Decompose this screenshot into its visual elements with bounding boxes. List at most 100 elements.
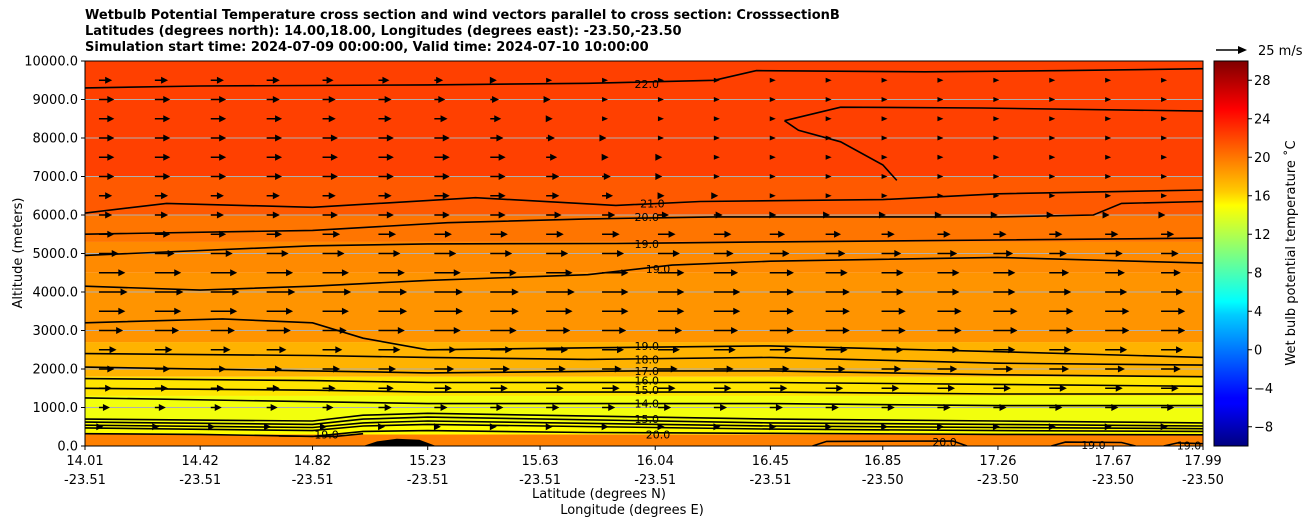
wind-vector <box>210 250 233 257</box>
wind-vector <box>1105 327 1130 334</box>
wind-vector <box>881 250 902 257</box>
wind-vector <box>322 404 334 411</box>
wind-vector <box>154 307 182 315</box>
wind-vector <box>378 96 392 103</box>
wind-vector <box>881 135 888 141</box>
wind-vector <box>546 77 553 83</box>
wind-vector <box>993 346 1016 354</box>
wind-vector <box>266 384 280 392</box>
terrain <box>363 438 437 446</box>
wind-vector <box>937 384 956 392</box>
contour-label-10: 16.0 <box>635 375 660 388</box>
wind-vector <box>825 365 846 373</box>
wind-vector <box>546 173 560 180</box>
wind-vector <box>769 116 776 122</box>
wind-vector <box>1102 211 1110 219</box>
temperature-layer-0 <box>85 434 1203 446</box>
wind-vector <box>769 135 776 141</box>
wind-vector <box>434 288 463 296</box>
contour-line-4 <box>85 200 1203 235</box>
wind-vector <box>1161 116 1168 122</box>
wind-vector <box>154 230 171 238</box>
wind-vector <box>98 192 113 200</box>
wind-vector <box>711 192 719 200</box>
wind-vector <box>825 230 842 238</box>
wind-vector <box>266 269 294 277</box>
wind-vector <box>378 327 405 334</box>
wind-vector <box>378 423 386 431</box>
wind-vector <box>937 365 958 373</box>
wind-vector <box>266 76 280 84</box>
contour-label-19: 20.0 <box>932 436 957 449</box>
wind-vector <box>993 97 1000 102</box>
wind-vector <box>825 116 832 122</box>
wind-vector <box>434 365 455 373</box>
x-tick-lat-label-0: 14.01 <box>66 454 103 469</box>
wind-vector <box>993 365 1014 373</box>
wind-vector <box>602 288 629 296</box>
wind-vector <box>434 96 446 103</box>
wind-vector <box>490 173 506 180</box>
wind-vector <box>434 250 457 257</box>
wind-vector <box>490 153 506 161</box>
wind-vector <box>713 97 720 102</box>
contour-label-18: 19.0 <box>314 428 339 441</box>
wind-vector <box>210 384 224 392</box>
contour-line-21 <box>1163 442 1203 446</box>
contour-label-6: 19.0 <box>646 263 671 276</box>
wind-vector <box>769 404 783 411</box>
wind-vector <box>1049 288 1072 296</box>
wind-vector <box>266 134 283 142</box>
wind-vector <box>1105 307 1130 315</box>
wind-vector <box>1049 365 1070 373</box>
wind-vector <box>378 365 397 373</box>
wind-vector <box>1049 97 1056 102</box>
colorbar-tick-label-7: 20 <box>1254 151 1271 166</box>
wind-vector <box>769 269 794 277</box>
wind-vector <box>1105 384 1123 392</box>
wind-vector <box>490 384 508 392</box>
wind-vector <box>937 250 958 257</box>
wind-vector <box>993 154 1000 160</box>
wind-vector <box>1049 346 1072 354</box>
wind-vector <box>657 288 685 296</box>
wind-vector <box>266 192 280 200</box>
wind-vector <box>937 423 945 431</box>
terrain-shape <box>363 438 437 446</box>
wind-vector <box>210 211 224 219</box>
wind-vector <box>322 269 349 277</box>
wind-vector <box>769 174 776 179</box>
wind-vector <box>937 327 962 334</box>
wind-vector <box>1161 135 1168 141</box>
wind-vector <box>266 173 283 180</box>
wind-vector <box>713 365 734 373</box>
wind-vector <box>545 423 553 431</box>
wind-vector <box>825 404 839 411</box>
wind-vector <box>1161 307 1186 315</box>
wind-vector <box>993 327 1018 334</box>
wind-vector <box>378 192 392 200</box>
wind-vector <box>657 404 672 411</box>
contour-label-5: 19.0 <box>635 238 660 251</box>
wind-vector <box>490 115 502 123</box>
wind-vector <box>993 250 1014 257</box>
wind-vector <box>825 154 832 160</box>
wind-vector <box>1049 230 1063 238</box>
wind-vector <box>98 211 113 219</box>
x-axis: 14.01 -23.51 14.42 -23.51 14.82 -23.51 15.23 -2… <box>64 446 1224 488</box>
wind-vector <box>713 269 739 277</box>
wind-vector <box>1161 346 1184 354</box>
wind-vector <box>825 269 848 277</box>
wind-vector <box>378 269 405 277</box>
wind-vector <box>1049 174 1056 179</box>
wind-vector <box>1105 269 1125 277</box>
x-tick-lon-label-10: -23.50 <box>1182 473 1224 488</box>
wind-vector <box>878 211 886 219</box>
title-line-2: Latitudes (degrees north): 14.00,18.00, … <box>85 24 682 39</box>
x-tick-lon-label-2: -23.51 <box>292 473 334 488</box>
wind-vector <box>266 96 280 103</box>
wind-vector <box>601 153 609 161</box>
wind-vector <box>378 404 392 411</box>
wind-vector <box>1161 230 1175 238</box>
contour-line-18 <box>278 432 364 438</box>
